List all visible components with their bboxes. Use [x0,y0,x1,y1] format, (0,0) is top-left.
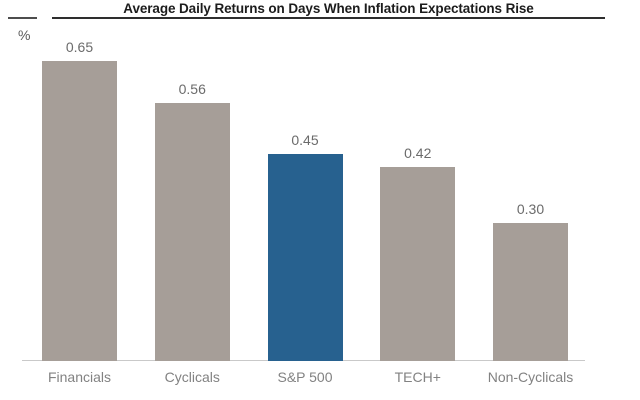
y-axis-unit-label: % [18,27,31,43]
bar-financials [42,61,117,361]
title-underline [52,17,605,19]
bar-cyclicals [154,103,230,361]
chart-title: Average Daily Returns on Days When Infla… [123,1,534,16]
value-label-tech: 0.42 [404,145,432,161]
category-label-cyclicals: Cyclicals [164,369,220,385]
bar-non-cyclicals [493,223,568,361]
category-label-financials: Financials [47,369,112,385]
value-label-financials: 0.65 [65,39,94,55]
bar-tech [380,167,456,361]
category-label-s-p-500: S&P 500 [277,369,333,385]
top-left-dash [8,17,37,19]
value-label-s-p-500: 0.45 [291,132,319,148]
category-label-tech: TECH+ [394,369,441,385]
category-label-non-cyclicals: Non-Cyclicals [487,369,574,385]
value-label-non-cyclicals: 0.30 [516,201,545,217]
bar-s-p-500 [267,154,343,361]
value-label-cyclicals: 0.56 [178,81,206,97]
